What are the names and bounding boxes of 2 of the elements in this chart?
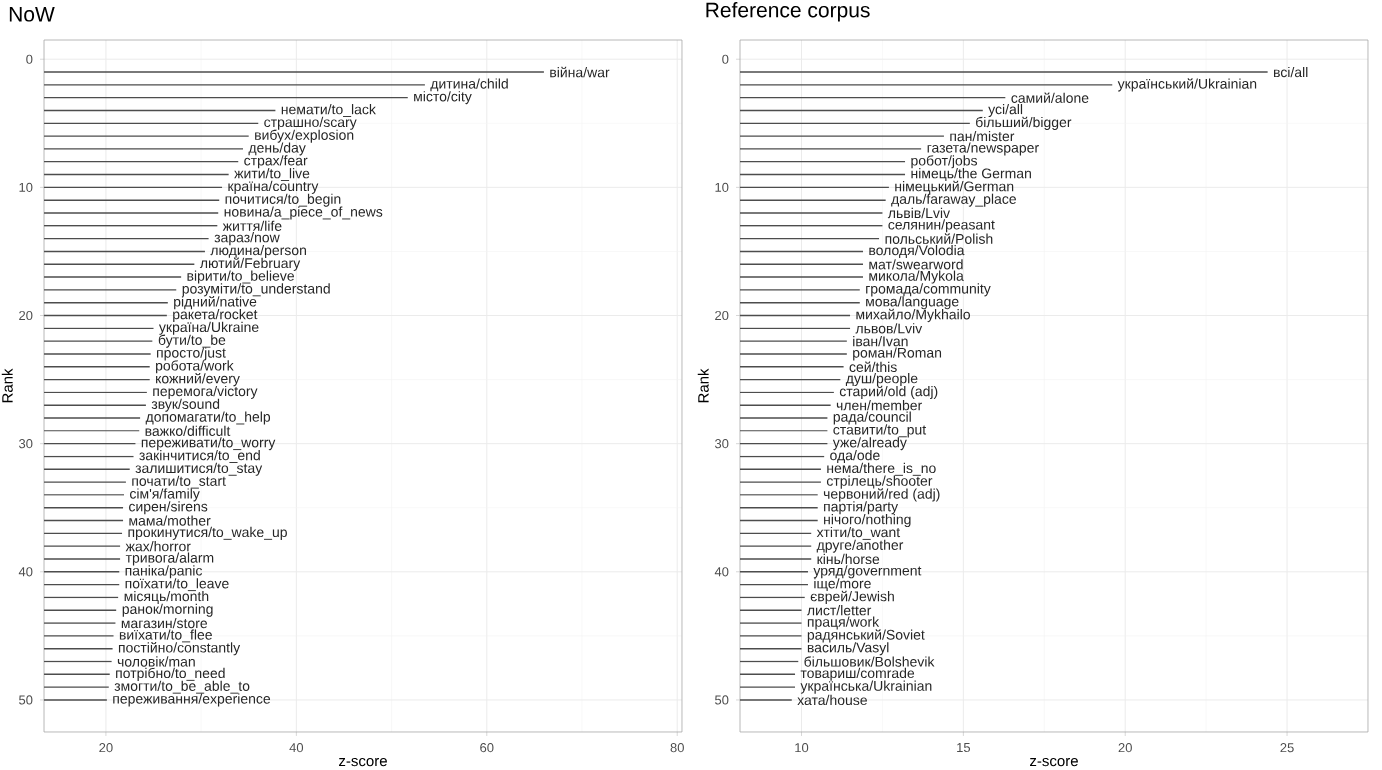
chart-title: Reference corpus: [706, 2, 870, 22]
chart-title: NoW: [9, 6, 55, 22]
